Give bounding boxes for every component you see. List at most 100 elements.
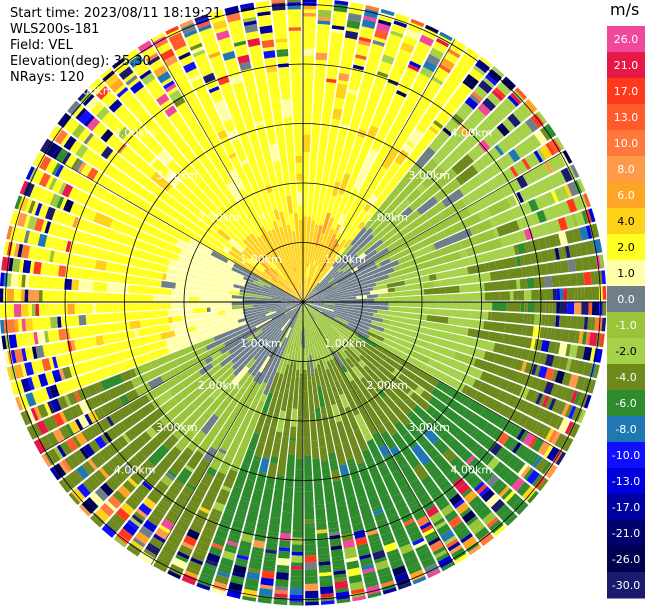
range-gate — [167, 61, 180, 71]
range-gate — [270, 455, 279, 465]
range-gate — [310, 313, 316, 320]
range-gate — [344, 37, 357, 44]
colorbar-swatch — [607, 104, 645, 131]
range-gate — [348, 355, 361, 369]
range-gate — [314, 287, 324, 295]
range-gate — [409, 502, 423, 515]
range-gate — [355, 260, 376, 275]
range-gate — [20, 363, 28, 377]
range-gate — [233, 516, 245, 523]
range-gate — [161, 77, 173, 87]
range-gate — [295, 285, 303, 302]
range-gate — [264, 274, 272, 281]
range-gate — [39, 317, 44, 330]
range-gate — [357, 221, 366, 230]
range-gate — [85, 96, 100, 111]
range-gate — [375, 280, 384, 286]
range-gate — [447, 387, 455, 397]
range-gate — [531, 289, 539, 301]
range-gate — [160, 475, 173, 487]
range-gate — [498, 448, 509, 461]
range-gate — [188, 120, 208, 144]
range-gate — [40, 138, 54, 154]
range-gate — [389, 445, 401, 456]
range-gate — [442, 127, 453, 137]
colorbar-swatch — [607, 572, 645, 599]
range-gate — [455, 501, 470, 515]
range-gate — [80, 256, 87, 268]
range-gate — [298, 330, 302, 349]
range-gate — [80, 178, 92, 192]
range-gate — [185, 482, 196, 491]
range-gate — [439, 241, 463, 256]
range-gate — [479, 171, 488, 183]
range-gate — [509, 440, 519, 452]
range-gate — [412, 537, 425, 546]
range-gate — [304, 519, 315, 524]
range-gate — [222, 88, 234, 96]
range-gate — [519, 430, 529, 443]
range-gate — [455, 129, 466, 140]
range-gate — [288, 314, 297, 328]
range-gate — [154, 90, 166, 100]
range-gate — [174, 289, 193, 297]
range-gate — [289, 290, 303, 302]
range-gate — [352, 296, 357, 300]
range-gate — [246, 395, 255, 404]
range-gate — [138, 92, 151, 103]
range-gate — [410, 344, 433, 358]
range-gate — [250, 324, 256, 328]
range-gate — [372, 549, 386, 561]
range-gate — [304, 569, 318, 577]
range-gate — [395, 90, 407, 98]
range-gate — [358, 252, 367, 260]
range-gate — [280, 389, 290, 412]
range-gate — [186, 252, 202, 263]
range-gate — [520, 447, 531, 460]
range-gate — [98, 467, 110, 479]
range-gate — [473, 445, 487, 459]
range-gate — [291, 283, 296, 291]
range-gate — [483, 471, 495, 483]
range-gate — [286, 305, 294, 309]
range-gate — [305, 601, 319, 606]
range-gate — [151, 32, 165, 43]
range-gate — [179, 359, 195, 372]
range-gate — [172, 117, 189, 135]
range-gate — [408, 357, 428, 371]
range-gate — [205, 338, 224, 351]
range-gate — [516, 218, 524, 230]
range-gate — [250, 336, 264, 348]
range-gate — [357, 365, 368, 377]
range-gate — [381, 354, 387, 361]
range-gate — [369, 288, 389, 295]
range-gate — [340, 261, 350, 271]
range-gate — [304, 308, 309, 320]
range-gate — [194, 52, 208, 64]
range-gate — [38, 290, 43, 302]
range-gate — [271, 367, 278, 376]
range-gate — [383, 453, 400, 474]
range-gate — [253, 455, 262, 461]
range-gate — [361, 215, 370, 224]
range-gate — [157, 248, 176, 261]
range-gate — [164, 83, 177, 93]
range-gate — [178, 184, 199, 205]
range-gate — [563, 288, 568, 301]
range-gate — [381, 147, 400, 170]
range-gate — [298, 348, 301, 352]
range-gate — [452, 477, 466, 490]
range-gate — [188, 39, 202, 48]
range-gate — [242, 238, 258, 255]
range-gate — [114, 60, 130, 75]
range-gate — [523, 402, 535, 416]
range-gate — [122, 479, 136, 494]
range-gate — [63, 291, 72, 302]
range-gate — [9, 210, 18, 225]
range-gate — [143, 243, 160, 255]
range-ring-label: 2.00km — [198, 211, 240, 224]
range-gate — [263, 212, 275, 231]
range-gate — [356, 295, 368, 299]
range-gate — [384, 297, 393, 302]
range-gate — [450, 389, 464, 402]
